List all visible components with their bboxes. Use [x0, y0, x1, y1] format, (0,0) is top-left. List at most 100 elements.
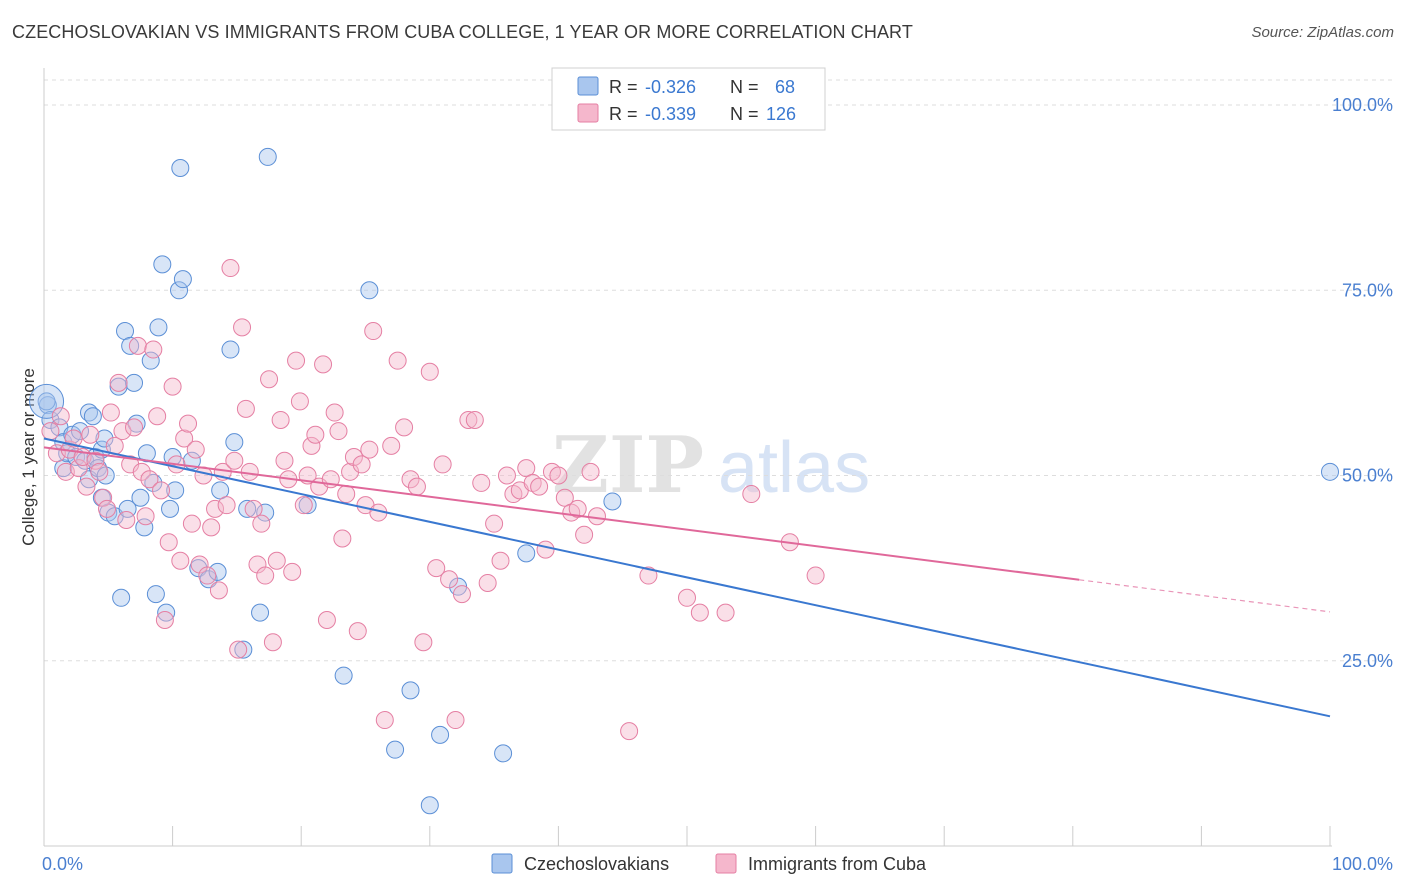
cuba-point-115: [575, 525, 594, 544]
y-tick-label-0: 25.0%: [1342, 651, 1393, 671]
source-credit: Source: ZipAtlas.com: [1251, 24, 1394, 41]
czech-point-35: [153, 255, 172, 274]
cuba-point-35: [182, 514, 201, 533]
czech-point-56: [334, 666, 353, 685]
cuba-point-108: [530, 477, 549, 496]
cuba-point-66: [302, 436, 321, 455]
watermark-atlas: atlas: [718, 428, 870, 508]
cuba-point-120: [678, 588, 696, 607]
cuba-point-72: [325, 403, 344, 422]
cuba-point-33: [175, 429, 194, 448]
czech-point-33: [146, 585, 165, 604]
cuba-point-36: [186, 440, 205, 459]
cuba-point-41: [206, 499, 225, 518]
cuba-point-88: [401, 470, 420, 489]
czech-point-37: [161, 499, 180, 518]
cuba-point-54: [256, 566, 275, 585]
czech-point-34: [149, 318, 168, 337]
cuba-trend-line-dashed: [1079, 579, 1331, 613]
y-tick-label-1: 50.0%: [1342, 466, 1393, 486]
cuba-point-122: [716, 603, 735, 622]
cuba-point-16: [109, 373, 128, 392]
chart-title: CZECHOSLOVAKIAN VS IMMIGRANTS FROM CUBA …: [12, 22, 913, 42]
czech-point-64: [517, 544, 536, 563]
series-cuba-points: [41, 259, 825, 741]
legend-bottom-swatch-pink: [715, 853, 737, 874]
legend-bottom-swatch-blue: [491, 853, 513, 874]
cuba-point-62: [287, 351, 306, 370]
cuba-point-50: [240, 462, 259, 481]
czech-point-30: [137, 444, 156, 463]
cuba-point-28: [155, 611, 174, 630]
y-tick-label-2: 75.0%: [1342, 280, 1393, 300]
czech-point-17: [95, 429, 114, 448]
czech-point-25: [121, 336, 140, 355]
czech-point-54: [258, 147, 277, 166]
cuba-point-29: [159, 533, 178, 552]
cuba-point-112: [555, 488, 574, 507]
cuba-point-39: [198, 566, 217, 585]
cuba-point-21: [128, 336, 147, 355]
cuba-point-34: [179, 414, 198, 433]
cuba-point-73: [329, 422, 348, 441]
cuba-point-32: [171, 551, 190, 570]
cuba-point-87: [395, 418, 414, 437]
legend-bottom: Czechoslovakians Immigrants from Cuba: [491, 853, 927, 874]
cuba-point-44: [217, 496, 236, 515]
czech-point-59: [401, 681, 420, 700]
czech-point-60: [420, 796, 439, 815]
cuba-point-2: [51, 407, 70, 426]
cuba-point-20: [125, 418, 144, 437]
czech-point-61: [431, 725, 450, 744]
cuba-point-93: [433, 455, 452, 474]
cuba-point-90: [414, 633, 433, 652]
cuba-point-13: [98, 499, 117, 518]
cuba-point-92: [427, 559, 446, 578]
cuba-point-76: [341, 462, 360, 481]
cuba-point-24: [140, 470, 159, 489]
cuba-point-86: [388, 351, 407, 370]
czech-point-42: [171, 159, 190, 178]
cuba-point-14: [101, 403, 120, 422]
cuba-point-58: [271, 410, 290, 429]
cuba-point-96: [452, 585, 471, 604]
cuba-point-81: [360, 440, 379, 459]
czech-point-47: [211, 481, 230, 500]
cuba-point-57: [267, 551, 286, 570]
legend-r-label-blue: R =: [609, 77, 638, 97]
cuba-point-27: [152, 481, 171, 500]
cuba-point-85: [382, 436, 401, 455]
cuba-point-56: [263, 633, 282, 652]
cuba-point-40: [202, 518, 221, 537]
cuba-point-117: [587, 507, 606, 526]
cuba-point-119: [639, 566, 658, 585]
cuba-point-103: [497, 466, 516, 485]
cuba-point-45: [221, 259, 240, 278]
cuba-point-63: [290, 392, 309, 411]
cuba-point-123: [742, 485, 761, 504]
cuba-point-109: [536, 540, 555, 559]
cuba-point-5: [64, 429, 83, 448]
cuba-point-59: [275, 451, 294, 470]
czech-point-67: [37, 392, 56, 411]
gridlines: [44, 79, 1392, 662]
cuba-point-97: [459, 410, 478, 429]
czech-point-41: [173, 270, 192, 289]
tick-labels: 25.0% 50.0% 75.0% 100.0% 0.0% 100.0%: [42, 95, 1393, 874]
cuba-point-48: [233, 318, 252, 337]
czech-point-26: [125, 373, 144, 392]
cuba-point-61: [283, 562, 302, 581]
czech-point-66: [1321, 462, 1339, 481]
cuba-point-106: [517, 459, 536, 478]
cuba-point-23: [136, 507, 155, 526]
cuba-point-67: [306, 425, 325, 444]
cuba-point-75: [337, 485, 356, 504]
trend-lines: [43, 437, 1331, 718]
czech-point-53: [256, 503, 275, 522]
cuba-point-9: [81, 425, 100, 444]
cuba-point-25: [144, 340, 163, 359]
legend-r-value-pink: -0.339: [645, 104, 696, 124]
czech-point-65: [603, 492, 622, 511]
cuba-point-78: [348, 622, 367, 641]
